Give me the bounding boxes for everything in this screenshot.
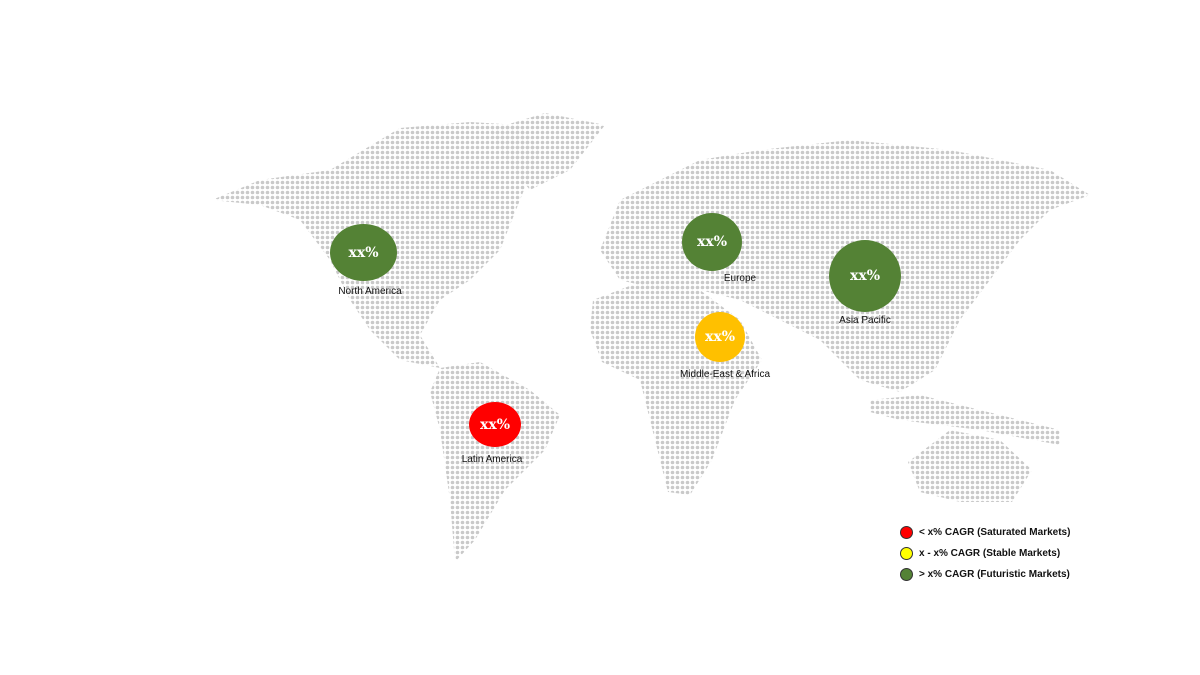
legend: < x% CAGR (Saturated Markets) x - x% CAG… bbox=[900, 522, 1070, 585]
legend-swatch bbox=[900, 547, 913, 560]
legend-label: < x% CAGR (Saturated Markets) bbox=[919, 527, 1071, 538]
region-bubble-europe: xx% bbox=[682, 213, 742, 271]
legend-item-saturated: < x% CAGR (Saturated Markets) bbox=[900, 522, 1070, 543]
region-value: xx% bbox=[850, 268, 880, 284]
region-label-latin-america: Latin America bbox=[461, 454, 523, 465]
south-america-landmass bbox=[430, 362, 560, 562]
legend-item-futuristic: > x% CAGR (Futuristic Markets) bbox=[900, 564, 1070, 585]
africa-landmass bbox=[590, 282, 762, 495]
legend-swatch bbox=[900, 526, 913, 539]
legend-label: > x% CAGR (Futuristic Markets) bbox=[919, 569, 1070, 580]
region-bubble-middle-east-africa: xx% bbox=[695, 312, 745, 362]
indonesia-landmass bbox=[870, 395, 1060, 445]
region-value: xx% bbox=[348, 244, 379, 261]
region-bubble-north-america: xx% bbox=[330, 224, 397, 281]
greenland-landmass bbox=[490, 113, 605, 190]
legend-label: x - x% CAGR (Stable Markets) bbox=[919, 548, 1061, 559]
legend-item-stable: x - x% CAGR (Stable Markets) bbox=[900, 543, 1070, 564]
region-value: xx% bbox=[480, 416, 510, 433]
region-value: xx% bbox=[697, 234, 727, 250]
region-label-asia-pacific: Asia Pacific bbox=[839, 315, 891, 326]
region-label-europe: Europe bbox=[723, 273, 757, 284]
region-bubble-asia-pacific: xx% bbox=[829, 240, 901, 312]
region-label-middle-east-africa: Middle-East & Africa bbox=[679, 369, 771, 380]
region-label-north-america: North America bbox=[338, 286, 402, 297]
legend-swatch bbox=[900, 568, 913, 581]
australia-landmass bbox=[908, 430, 1032, 502]
region-value: xx% bbox=[705, 329, 735, 345]
region-bubble-latin-america: xx% bbox=[469, 402, 521, 447]
